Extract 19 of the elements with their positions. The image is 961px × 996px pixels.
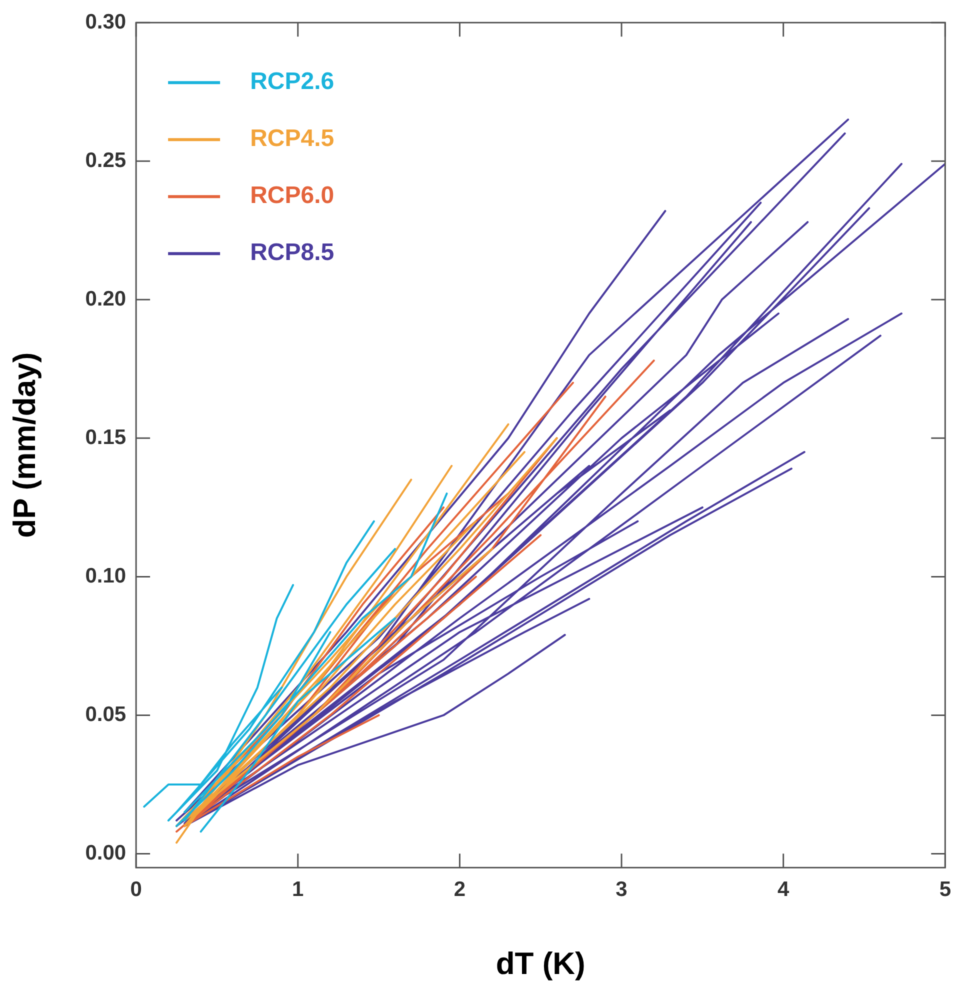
y-tick-label: 0.20 xyxy=(85,287,126,310)
y-tick-label: 0.25 xyxy=(85,148,126,172)
y-tick-label: 0.00 xyxy=(85,842,126,865)
y-tick-label: 0.30 xyxy=(85,10,126,34)
x-tick-label: 1 xyxy=(292,878,304,901)
x-tick-label: 2 xyxy=(454,878,466,901)
x-tick-label: 4 xyxy=(778,878,790,901)
x-axis-title: dT (K) xyxy=(496,946,586,981)
legend-label: RCP2.6 xyxy=(250,68,334,96)
y-axis-title: dP (mm/day) xyxy=(7,352,42,538)
x-tick-label: 5 xyxy=(939,878,952,901)
legend-label: RCP8.5 xyxy=(250,239,334,266)
y-tick-label: 0.05 xyxy=(85,703,126,726)
y-tick-label: 0.15 xyxy=(85,426,126,449)
x-tick-label: 0 xyxy=(130,878,142,901)
y-tick-label: 0.10 xyxy=(85,564,126,588)
legend-label: RCP4.5 xyxy=(250,125,334,152)
legend-label: RCP6.0 xyxy=(250,182,334,210)
x-tick-label: 3 xyxy=(616,878,628,901)
